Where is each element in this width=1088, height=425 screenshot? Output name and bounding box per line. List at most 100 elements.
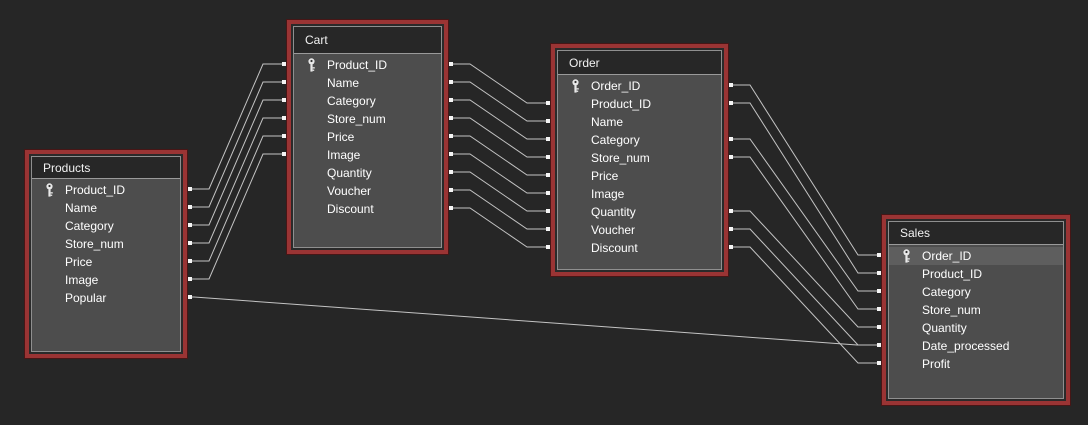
- line-endpoint-source: [729, 83, 733, 87]
- key-icon-spacer: [303, 202, 319, 216]
- line-endpoint-source: [449, 98, 453, 102]
- relationship-line[interactable]: [449, 116, 550, 159]
- column-row-product_id[interactable]: Product_ID: [889, 265, 1063, 283]
- key-icon-spacer: [898, 303, 914, 317]
- relationship-line[interactable]: [449, 134, 550, 177]
- relationship-line[interactable]: [449, 152, 550, 195]
- key-icon-spacer: [303, 148, 319, 162]
- column-row-quantity[interactable]: Quantity: [889, 319, 1063, 337]
- relationship-line[interactable]: [729, 245, 881, 365]
- column-name: Profit: [922, 357, 951, 371]
- column-row-voucher[interactable]: Voucher: [558, 221, 721, 239]
- column-row-price[interactable]: Price: [32, 253, 180, 271]
- column-name: Category: [327, 94, 376, 108]
- relationship-line[interactable]: [188, 80, 286, 209]
- line-endpoint-target: [282, 62, 286, 66]
- column-name: Order_ID: [591, 79, 641, 93]
- relationship-line[interactable]: [449, 98, 550, 141]
- table-title-bar[interactable]: Order: [558, 51, 721, 75]
- line-endpoint-source: [188, 205, 192, 209]
- column-row-image[interactable]: Image: [294, 146, 441, 164]
- column-row-profit[interactable]: Profit: [889, 355, 1063, 373]
- table-frame: Cart Product_ID Name: [293, 26, 442, 248]
- relationship-line[interactable]: [729, 155, 881, 311]
- column-row-store_num[interactable]: Store_num: [558, 149, 721, 167]
- relationship-line[interactable]: [449, 206, 550, 249]
- line-endpoint-source: [188, 241, 192, 245]
- line-endpoint-source: [729, 101, 733, 105]
- key-icon-spacer: [567, 151, 583, 165]
- relationship-line[interactable]: [729, 83, 881, 257]
- column-name: Store_num: [591, 151, 650, 165]
- line-endpoint-source: [188, 295, 192, 299]
- relationship-line[interactable]: [188, 295, 881, 347]
- key-icon-spacer: [303, 76, 319, 90]
- column-row-category[interactable]: Category: [889, 283, 1063, 301]
- column-row-quantity[interactable]: Quantity: [558, 203, 721, 221]
- key-icon-spacer: [898, 357, 914, 371]
- column-row-quantity[interactable]: Quantity: [294, 164, 441, 182]
- relationship-line[interactable]: [449, 80, 550, 123]
- relationship-line[interactable]: [188, 62, 286, 191]
- relationship-line[interactable]: [729, 209, 881, 329]
- column-row-image[interactable]: Image: [32, 271, 180, 289]
- column-row-product_id[interactable]: Product_ID: [32, 181, 180, 199]
- column-row-name[interactable]: Name: [294, 74, 441, 92]
- column-name: Category: [591, 133, 640, 147]
- column-row-store_num[interactable]: Store_num: [32, 235, 180, 253]
- relationship-line[interactable]: [729, 137, 881, 293]
- column-row-name[interactable]: Name: [558, 113, 721, 131]
- line-endpoint-target: [282, 98, 286, 102]
- table-column-list: Order_ID Product_ID Category: [889, 245, 1063, 398]
- column-row-product_id[interactable]: Product_ID: [558, 95, 721, 113]
- relationship-line[interactable]: [188, 98, 286, 227]
- relationship-line[interactable]: [188, 116, 286, 245]
- key-icon-spacer: [41, 291, 57, 305]
- table-sales[interactable]: Sales Order_ID Product_ID: [881, 214, 1071, 406]
- table-products[interactable]: Products Product_ID Name: [24, 149, 188, 359]
- table-title-bar[interactable]: Sales: [889, 222, 1063, 245]
- table-column-list: Order_ID Product_ID Name: [558, 75, 721, 269]
- column-row-discount[interactable]: Discount: [558, 239, 721, 257]
- column-row-popular[interactable]: Popular: [32, 289, 180, 307]
- column-row-category[interactable]: Category: [558, 131, 721, 149]
- column-row-order_id[interactable]: Order_ID: [558, 77, 721, 95]
- table-title-bar[interactable]: Cart: [294, 27, 441, 54]
- column-row-image[interactable]: Image: [558, 185, 721, 203]
- primary-key-icon: [41, 183, 57, 197]
- table-cart[interactable]: Cart Product_ID Name: [286, 19, 449, 255]
- key-icon-spacer: [41, 219, 57, 233]
- key-icon-spacer: [567, 133, 583, 147]
- relationship-line[interactable]: [188, 152, 286, 281]
- key-icon-spacer: [303, 112, 319, 126]
- relationship-line[interactable]: [449, 188, 550, 231]
- relationship-line[interactable]: [188, 134, 286, 263]
- column-name: Category: [922, 285, 971, 299]
- column-row-name[interactable]: Name: [32, 199, 180, 217]
- column-row-price[interactable]: Price: [294, 128, 441, 146]
- relationship-line[interactable]: [729, 101, 881, 275]
- relationship-line[interactable]: [449, 62, 550, 105]
- column-row-voucher[interactable]: Voucher: [294, 182, 441, 200]
- relationship-line[interactable]: [449, 170, 550, 213]
- column-row-store_num[interactable]: Store_num: [889, 301, 1063, 319]
- line-endpoint-source: [449, 206, 453, 210]
- column-name: Name: [65, 201, 98, 215]
- relationship-line[interactable]: [729, 227, 881, 347]
- column-name: Discount: [591, 241, 638, 255]
- table-title-bar[interactable]: Products: [32, 157, 180, 179]
- column-row-product_id[interactable]: Product_ID: [294, 56, 441, 74]
- table-order[interactable]: Order Order_ID Product_ID: [550, 43, 729, 277]
- column-row-category[interactable]: Category: [32, 217, 180, 235]
- column-row-store_num[interactable]: Store_num: [294, 110, 441, 128]
- line-endpoint-target: [282, 152, 286, 156]
- column-row-order_id[interactable]: Order_ID: [889, 247, 1063, 265]
- column-row-date_processed[interactable]: Date_processed: [889, 337, 1063, 355]
- column-row-discount[interactable]: Discount: [294, 200, 441, 218]
- line-endpoint-target: [877, 253, 881, 257]
- column-row-category[interactable]: Category: [294, 92, 441, 110]
- primary-key-icon: [567, 79, 583, 93]
- column-name: Voucher: [327, 184, 372, 198]
- column-row-price[interactable]: Price: [558, 167, 721, 185]
